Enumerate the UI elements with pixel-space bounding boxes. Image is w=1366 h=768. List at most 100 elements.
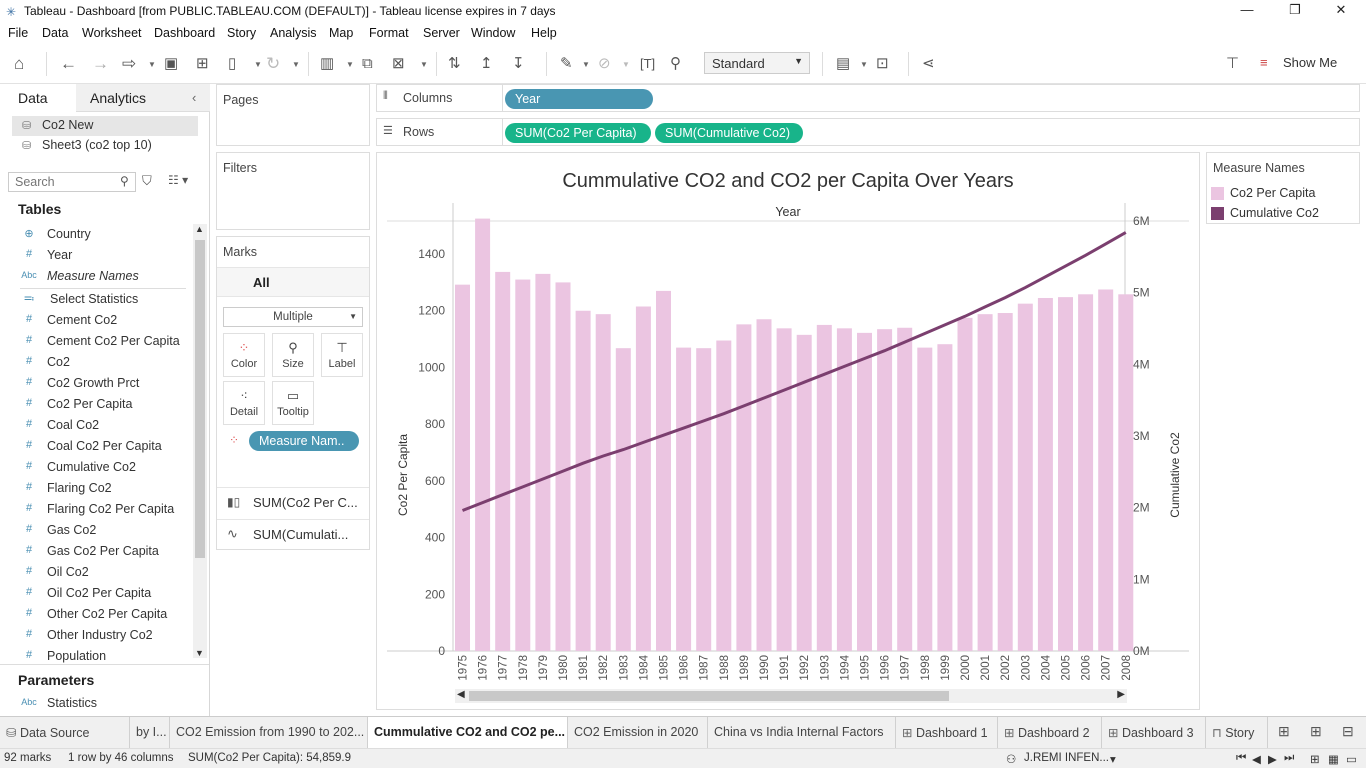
field-item[interactable]: # Co2 Per Capita xyxy=(20,394,190,415)
view-options-icon[interactable]: ☷ ▾ xyxy=(168,173,189,187)
size-button[interactable]: ⚲ Size xyxy=(272,333,314,377)
chevron-down-icon[interactable]: ▼ xyxy=(860,60,868,69)
tab-data[interactable]: Data xyxy=(18,90,48,106)
sort-descending-icon[interactable]: ↧ xyxy=(512,55,525,72)
undo-icon[interactable]: ← xyxy=(60,54,77,73)
tab-analytics[interactable]: Analytics xyxy=(90,90,147,106)
tab-sheet[interactable]: CO2 Emission in 2020 xyxy=(568,717,708,748)
chevron-down-icon[interactable]: ▼ xyxy=(582,60,590,69)
menu-map[interactable]: Map xyxy=(329,26,354,40)
tooltip-button[interactable]: ▭ Tooltip xyxy=(272,381,314,425)
filmstrip-icon[interactable]: ▦ xyxy=(1328,754,1339,766)
color-button[interactable]: ⁘ Color xyxy=(223,333,265,377)
show-me-icon[interactable]: ≡ xyxy=(1260,55,1268,70)
year-pill[interactable]: Year xyxy=(505,89,653,109)
new-dashboard-icon[interactable]: ⊞ xyxy=(1310,723,1322,739)
field-item[interactable]: # Coal Co2 Per Capita xyxy=(20,436,190,457)
highlight-icon[interactable]: ✎ xyxy=(560,55,573,72)
group-icon[interactable]: ⊘ xyxy=(598,55,611,72)
menu-window[interactable]: Window xyxy=(471,26,516,40)
marks-all-row[interactable]: All xyxy=(217,267,369,297)
legend-item[interactable]: Co2 Per Capita xyxy=(1211,185,1357,203)
pin-icon[interactable]: ⚲ xyxy=(670,55,681,72)
marks-row-co2-per-capita[interactable]: ▮▯ SUM(Co2 Per C... xyxy=(217,487,369,517)
new-story-icon[interactable]: ⊟ xyxy=(1342,723,1354,739)
show-me-button[interactable]: Show Me xyxy=(1283,55,1338,70)
mark-type-select[interactable]: Multiple ▼ xyxy=(223,307,363,327)
tab-dashboard[interactable]: ⊞ Dashboard 2 xyxy=(998,717,1102,748)
prev-sheet-icon[interactable]: ◀ xyxy=(1252,754,1261,766)
field-item[interactable]: # Population xyxy=(20,646,190,667)
show-labels-icon[interactable]: [T] xyxy=(640,56,656,71)
field-item[interactable]: # Gas Co2 xyxy=(20,520,190,541)
refresh-icon[interactable]: ↻ xyxy=(266,54,281,73)
datasource-item[interactable]: ⛁ Sheet3 (co2 top 10) xyxy=(12,136,198,156)
field-item[interactable]: # Year xyxy=(20,245,190,266)
menu-story[interactable]: Story xyxy=(227,26,257,40)
measure-names-pill[interactable]: Measure Nam.. xyxy=(249,431,359,451)
field-item[interactable]: # Other Co2 Per Capita xyxy=(20,604,190,625)
presentation-icon[interactable]: ⊡ xyxy=(876,55,889,72)
pause-updates-icon[interactable]: ▯ xyxy=(228,55,237,72)
menu-file[interactable]: File xyxy=(8,26,29,40)
next-sheet-icon[interactable]: ▶ xyxy=(1268,754,1277,766)
menu-help[interactable]: Help xyxy=(531,26,557,40)
field-item[interactable]: # Oil Co2 Per Capita xyxy=(20,583,190,604)
search-input[interactable] xyxy=(8,172,136,192)
scrollbar-thumb[interactable] xyxy=(469,691,949,701)
menu-dashboard[interactable]: Dashboard xyxy=(154,26,216,40)
new-datasource-icon[interactable]: ⊞ xyxy=(196,55,209,72)
close-icon[interactable]: ✕ xyxy=(1335,2,1347,17)
menu-server[interactable]: Server xyxy=(423,26,460,40)
cumulative-co2-pill[interactable]: SUM(Cumulative Co2) xyxy=(655,123,803,143)
chevron-down-icon[interactable]: ▼ xyxy=(292,60,300,69)
chevron-down-icon[interactable]: ▼ xyxy=(254,60,262,69)
first-sheet-icon[interactable]: ⏮ xyxy=(1236,752,1247,764)
new-worksheet-icon[interactable]: ▥ xyxy=(320,55,335,72)
grid-view-icon[interactable]: ⊞ xyxy=(1310,754,1320,766)
chart-scrollbar[interactable]: ◀ ▶ xyxy=(455,689,1127,703)
format-painter-icon[interactable]: ⊤ xyxy=(1226,55,1240,72)
field-item[interactable]: # Other Industry Co2 xyxy=(20,625,190,646)
fit-select[interactable]: Standard ▼ xyxy=(704,52,810,74)
tab-story[interactable]: ⊓ Story xyxy=(1206,717,1268,748)
field-item[interactable]: ≕ Select Statistics xyxy=(20,289,190,310)
chevron-down-icon[interactable]: ▼ xyxy=(148,60,156,69)
menu-analysis[interactable]: Analysis xyxy=(270,26,317,40)
chevron-down-icon[interactable]: ▼ xyxy=(420,60,428,69)
last-sheet-icon[interactable]: ⏭ xyxy=(1284,752,1295,764)
save-icon[interactable]: ▣ xyxy=(164,55,179,72)
tab-sheet[interactable]: by I... xyxy=(130,717,170,748)
parameter-statistics[interactable]: Abc Statistics xyxy=(20,693,190,714)
show-cards-icon[interactable]: ▤ xyxy=(836,55,851,72)
sort-ascending-icon[interactable]: ↥ xyxy=(480,55,493,72)
detail-button[interactable]: ⁖ Detail xyxy=(223,381,265,425)
columns-shelf[interactable]: ⦀ Columns Year xyxy=(376,84,1360,112)
scroll-left-icon[interactable]: ◀ xyxy=(457,689,465,700)
scroll-right-icon[interactable]: ▶ xyxy=(1117,689,1125,700)
tab-dashboard[interactable]: ⊞ Dashboard 3 xyxy=(1102,717,1206,748)
clear-sheet-icon[interactable]: ⊠ xyxy=(392,55,405,72)
rows-shelf[interactable]: ☰ Rows SUM(Co2 Per Capita) SUM(Cumulativ… xyxy=(376,118,1360,146)
field-item[interactable]: ⊕ Country xyxy=(20,224,190,245)
replay-icon[interactable]: ⇨ xyxy=(122,54,137,73)
user-name[interactable]: J.REMI INFEN... xyxy=(1024,752,1109,764)
field-item[interactable]: # Gas Co2 Per Capita xyxy=(20,541,190,562)
new-worksheet-icon[interactable]: ⊞ xyxy=(1278,723,1290,739)
field-item[interactable]: # Cement Co2 Per Capita xyxy=(20,331,190,352)
tab-sheet[interactable]: CO2 Emission from 1990 to 202... xyxy=(170,717,368,748)
minimize-icon[interactable]: — xyxy=(1240,2,1254,17)
restore-icon[interactable]: ❐ xyxy=(1289,2,1301,17)
filter-icon[interactable]: ⛉ xyxy=(142,173,152,188)
scrollbar-thumb[interactable] xyxy=(195,240,205,558)
chevron-down-icon[interactable]: ▼ xyxy=(346,60,354,69)
field-item[interactable]: # Co2 Growth Prct xyxy=(20,373,190,394)
swap-icon[interactable]: ⇅ xyxy=(448,55,461,72)
co2-per-capita-pill[interactable]: SUM(Co2 Per Capita) xyxy=(505,123,651,143)
menu-data[interactable]: Data xyxy=(42,26,69,40)
tab-sheet-active[interactable]: Cummulative CO2 and CO2 pe... xyxy=(368,717,568,748)
scroll-down-icon[interactable]: ▼ xyxy=(195,648,204,658)
filters-card[interactable]: Filters xyxy=(216,152,370,230)
scroll-up-icon[interactable]: ▲ xyxy=(195,224,204,234)
field-scrollbar[interactable]: ▲ ▼ xyxy=(193,224,207,658)
